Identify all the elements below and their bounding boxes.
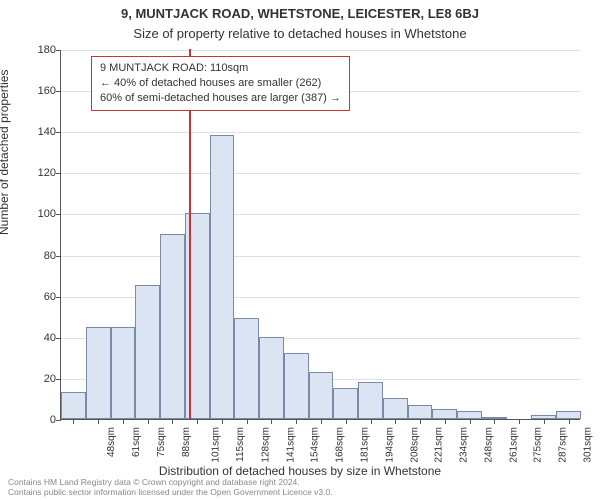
x-tick-label: 287sqm — [558, 427, 569, 463]
y-tick-label: 140 — [16, 126, 56, 138]
annotation-line-1: 9 MUNTJACK ROAD: 110sqm — [100, 61, 341, 76]
footer-line-2: Contains public sector information licen… — [8, 487, 333, 498]
y-tick-label: 60 — [16, 291, 56, 303]
x-tick-label: 154sqm — [310, 427, 321, 463]
y-tick-label: 0 — [16, 414, 56, 426]
x-tick-label: 61sqm — [131, 427, 142, 457]
y-tick-mark — [56, 173, 61, 174]
x-tick-label: 128sqm — [261, 427, 272, 463]
y-tick-label: 100 — [16, 208, 56, 220]
histogram-bar — [210, 135, 235, 419]
x-tick-mark — [321, 419, 322, 424]
x-tick-label: 88sqm — [181, 427, 192, 457]
grid-line — [61, 173, 580, 174]
x-tick-mark — [544, 419, 545, 424]
annotation-line-2: ← 40% of detached houses are smaller (26… — [100, 76, 341, 91]
histogram-bar — [86, 327, 111, 420]
x-tick-label: 141sqm — [285, 427, 296, 463]
histogram-bar — [408, 405, 433, 419]
x-tick-mark — [296, 419, 297, 424]
footer-attribution: Contains HM Land Registry data © Crown c… — [8, 477, 333, 498]
histogram-bar — [556, 411, 581, 419]
x-tick-mark — [98, 419, 99, 424]
x-tick-mark — [123, 419, 124, 424]
x-tick-mark — [569, 419, 570, 424]
chart-container: 9, MUNTJACK ROAD, WHETSTONE, LEICESTER, … — [0, 0, 600, 500]
y-tick-label: 80 — [16, 250, 56, 262]
y-tick-mark — [56, 91, 61, 92]
grid-line — [61, 132, 580, 133]
y-tick-label: 40 — [16, 332, 56, 344]
y-tick-label: 120 — [16, 167, 56, 179]
x-tick-mark — [148, 419, 149, 424]
y-axis-label: Number of detached properties — [0, 70, 11, 235]
x-tick-label: 115sqm — [235, 427, 246, 462]
y-tick-label: 20 — [16, 373, 56, 385]
histogram-bar — [457, 411, 482, 419]
x-tick-mark — [371, 419, 372, 424]
x-tick-mark — [395, 419, 396, 424]
histogram-bar — [135, 285, 160, 419]
x-tick-label: 181sqm — [360, 427, 371, 463]
histogram-bar — [358, 382, 383, 419]
histogram-bar — [111, 327, 136, 420]
footer-line-1: Contains HM Land Registry data © Crown c… — [8, 477, 333, 488]
x-tick-mark — [445, 419, 446, 424]
y-tick-mark — [56, 379, 61, 380]
x-tick-label: 168sqm — [335, 427, 346, 463]
x-tick-label: 301sqm — [582, 427, 593, 463]
address-title: 9, MUNTJACK ROAD, WHETSTONE, LEICESTER, … — [0, 6, 600, 21]
x-tick-label: 75sqm — [156, 427, 167, 457]
x-tick-mark — [271, 419, 272, 424]
grid-line — [61, 256, 580, 257]
chart-subtitle: Size of property relative to detached ho… — [0, 26, 600, 41]
y-tick-mark — [56, 256, 61, 257]
x-tick-label: 221sqm — [434, 427, 445, 463]
histogram-bar — [259, 337, 284, 419]
x-tick-mark — [346, 419, 347, 424]
y-tick-mark — [56, 297, 61, 298]
grid-line — [61, 50, 580, 51]
y-tick-label: 180 — [16, 44, 56, 56]
y-tick-mark — [56, 132, 61, 133]
y-tick-mark — [56, 338, 61, 339]
histogram-bar — [284, 353, 309, 419]
y-tick-mark — [56, 420, 61, 421]
histogram-bar — [432, 409, 457, 419]
x-tick-label: 248sqm — [483, 427, 494, 463]
histogram-bar — [234, 318, 259, 419]
histogram-bar — [333, 388, 358, 419]
histogram-bar — [383, 398, 408, 419]
x-tick-label: 234sqm — [459, 427, 470, 463]
x-tick-mark — [519, 419, 520, 424]
x-tick-mark — [247, 419, 248, 424]
histogram-bar — [309, 372, 334, 419]
x-tick-mark — [197, 419, 198, 424]
y-tick-mark — [56, 50, 61, 51]
plot-area: 9 MUNTJACK ROAD: 110sqm ← 40% of detache… — [60, 50, 580, 420]
histogram-bar — [160, 234, 185, 419]
x-tick-mark — [470, 419, 471, 424]
x-tick-label: 101sqm — [211, 427, 222, 463]
x-tick-mark — [73, 419, 74, 424]
y-tick-mark — [56, 214, 61, 215]
x-tick-mark — [172, 419, 173, 424]
x-tick-label: 194sqm — [384, 427, 395, 463]
histogram-bar — [61, 392, 86, 419]
x-tick-label: 275sqm — [533, 427, 544, 463]
x-tick-mark — [222, 419, 223, 424]
x-tick-label: 48sqm — [106, 427, 117, 457]
x-tick-label: 208sqm — [409, 427, 420, 463]
annotation-box: 9 MUNTJACK ROAD: 110sqm ← 40% of detache… — [91, 56, 350, 111]
y-tick-label: 160 — [16, 85, 56, 97]
grid-line — [61, 214, 580, 215]
x-tick-mark — [420, 419, 421, 424]
x-tick-label: 261sqm — [508, 427, 519, 463]
x-tick-mark — [494, 419, 495, 424]
annotation-line-3: 60% of semi-detached houses are larger (… — [100, 91, 341, 106]
